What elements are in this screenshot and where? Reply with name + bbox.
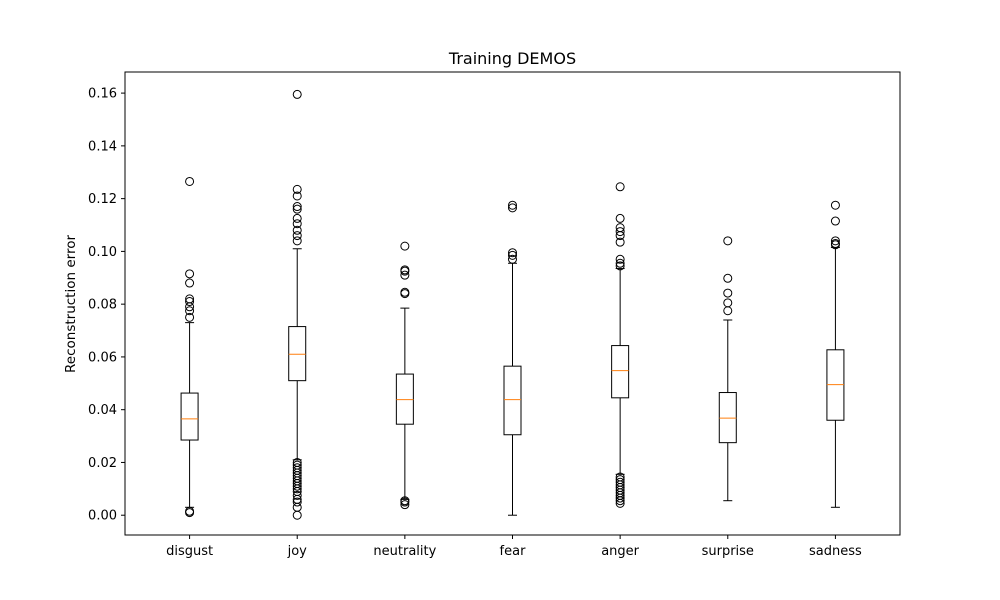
x-tick-label: disgust (166, 544, 213, 559)
outlier-point (615, 254, 625, 264)
outlier-point (185, 278, 195, 288)
outlier-point (292, 460, 302, 470)
outlier-point (723, 288, 733, 298)
outlier-point (292, 191, 302, 201)
axes-frame (124, 71, 901, 536)
outlier-point (615, 213, 625, 223)
outlier-point (723, 273, 733, 283)
outlier-point (185, 312, 195, 322)
outlier-point (400, 500, 410, 510)
iqr-box (288, 326, 307, 382)
outlier-point (292, 457, 302, 467)
chart-title: Training DEMOS (448, 49, 576, 68)
outlier-point (508, 248, 517, 258)
outlier-point (185, 506, 195, 516)
outlier-point (615, 223, 625, 233)
outlier-point (723, 236, 733, 246)
outlier-point (292, 497, 302, 507)
outlier-point (723, 298, 733, 308)
y-axis-label: Reconstruction error (63, 235, 79, 373)
iqr-box (503, 365, 522, 436)
outlier-point (615, 258, 625, 268)
y-tick-label: 0.16 (88, 87, 117, 102)
x-tick-label: anger (601, 544, 639, 559)
outlier-point (292, 184, 302, 194)
y-tick-label: 0.10 (88, 245, 117, 260)
outlier-point (508, 250, 517, 260)
outlier-point (615, 227, 625, 237)
outlier-point (292, 236, 302, 246)
outlier-point (292, 213, 302, 223)
x-tick-label: neutrality (373, 544, 436, 559)
outlier-point (185, 294, 195, 304)
outlier-point (292, 231, 302, 241)
y-tick-label: 0.14 (88, 139, 117, 154)
iqr-box (395, 373, 414, 425)
outlier-point (615, 472, 625, 482)
outlier-point (615, 261, 625, 271)
outlier-point (508, 203, 517, 213)
outlier-point (830, 236, 840, 246)
outlier-point (400, 496, 410, 506)
outlier-point (185, 306, 195, 316)
outlier-point (292, 490, 302, 500)
x-tick-label: sadness (809, 544, 862, 559)
outlier-point (830, 200, 840, 210)
x-tick-label: fear (500, 544, 527, 559)
x-tick-label: surprise (702, 544, 754, 559)
y-tick-label: 0.02 (88, 456, 117, 471)
x-tick-label: joy (287, 544, 308, 559)
y-tick-label: 0.12 (88, 192, 117, 207)
outlier-point (615, 477, 625, 487)
outlier-point (615, 475, 625, 485)
outlier-point (292, 204, 302, 214)
outlier-point (185, 176, 195, 186)
outlier-point (185, 297, 195, 307)
y-tick-label: 0.04 (88, 403, 117, 418)
plot-area: 0.00 0.02 0.04 0.06 0.08 0.10 0.12 0.14 0.16 disg… (88, 87, 862, 559)
outlier-point (185, 269, 195, 279)
iqr-box (180, 392, 199, 441)
outlier-point (292, 89, 302, 99)
outlier-point (508, 254, 517, 264)
outlier-point (508, 200, 517, 210)
outlier-point (400, 287, 410, 297)
outlier-point (292, 219, 302, 229)
outlier-point (830, 216, 840, 226)
iqr-box (611, 345, 630, 399)
y-tick-label: 0.06 (88, 350, 117, 365)
outlier-point (615, 237, 625, 247)
outlier-point (292, 225, 302, 235)
y-tick-label: 0.00 (88, 509, 117, 524)
y-tick-label: 0.08 (88, 298, 117, 313)
outlier-point (830, 238, 840, 248)
outlier-point (615, 182, 625, 192)
iqr-box (718, 392, 737, 444)
outlier-point (292, 463, 302, 473)
outlier-point (400, 241, 410, 251)
outlier-point (292, 202, 302, 212)
outlier-point (400, 265, 410, 275)
outlier-point (400, 270, 410, 280)
